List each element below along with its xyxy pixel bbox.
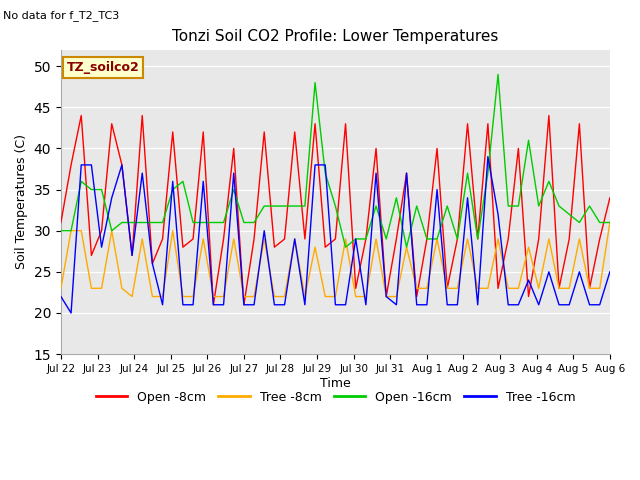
- Title: Tonzi Soil CO2 Profile: Lower Temperatures: Tonzi Soil CO2 Profile: Lower Temperatur…: [172, 29, 499, 44]
- X-axis label: Time: Time: [320, 377, 351, 390]
- Legend: Open -8cm, Tree -8cm, Open -16cm, Tree -16cm: Open -8cm, Tree -8cm, Open -16cm, Tree -…: [90, 386, 580, 409]
- Y-axis label: Soil Temperatures (C): Soil Temperatures (C): [15, 134, 28, 269]
- Text: TZ_soilco2: TZ_soilco2: [67, 61, 139, 74]
- Text: No data for f_T2_TC3: No data for f_T2_TC3: [3, 11, 120, 22]
